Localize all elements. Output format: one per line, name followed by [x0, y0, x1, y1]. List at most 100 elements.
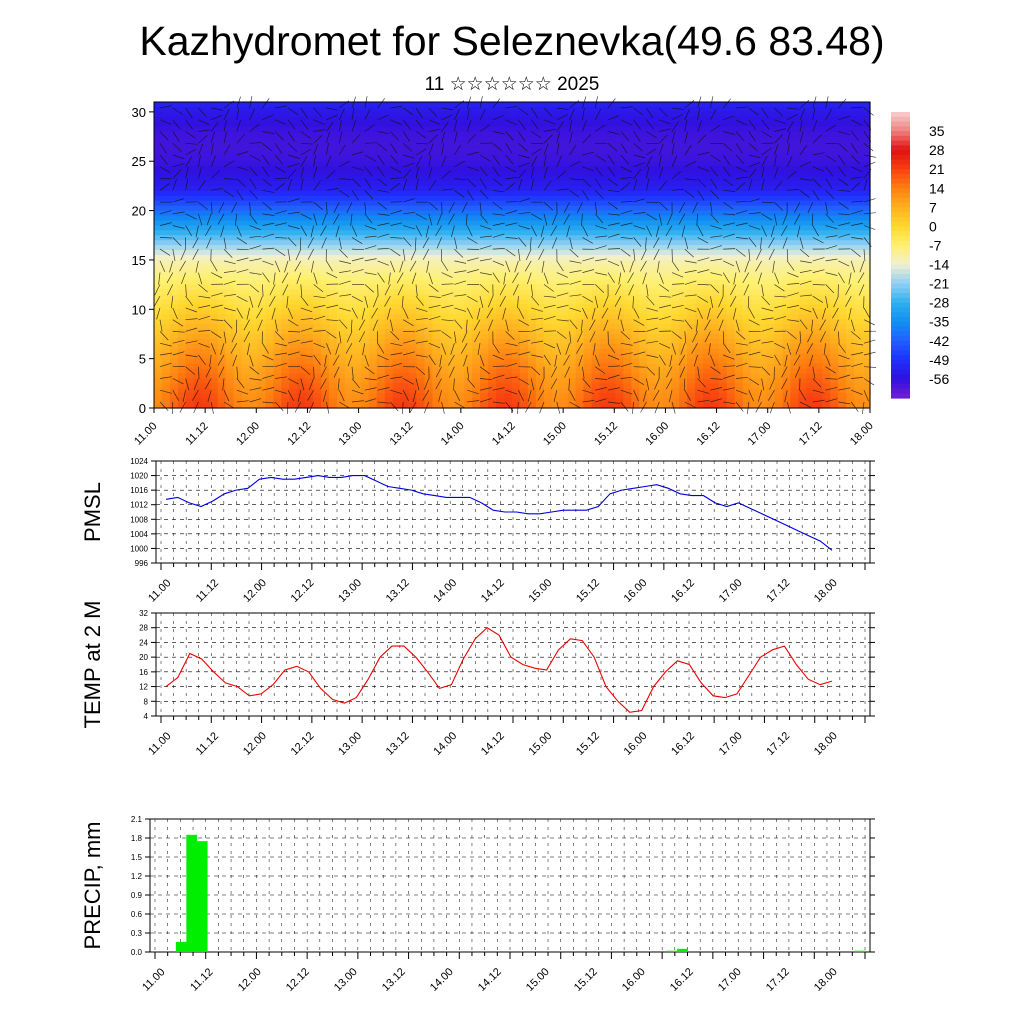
heatmap-cell — [679, 368, 688, 375]
heatmap-cell — [639, 136, 648, 143]
heatmap-cell — [169, 269, 179, 276]
heatmap-cell — [655, 274, 664, 281]
heatmap-cell — [647, 329, 656, 335]
heatmap-cell — [774, 324, 784, 330]
heatmap-cell — [456, 368, 465, 375]
heatmap-cell — [368, 230, 378, 236]
heatmap-cell — [352, 156, 362, 162]
heatmap-cell — [440, 185, 449, 192]
heatmap-cell — [551, 259, 561, 266]
heatmap-cell — [384, 343, 394, 350]
heatmap-cell — [273, 106, 282, 113]
heatmap-cell — [639, 156, 648, 162]
heatmap-cell — [504, 378, 513, 384]
heatmap-cell — [782, 146, 792, 152]
heatmap-cell — [400, 368, 410, 375]
heatmap-cell — [384, 235, 394, 241]
heatmap-cell — [376, 250, 386, 256]
heatmap-cell — [734, 210, 744, 217]
heatmap-cell — [599, 279, 609, 286]
heatmap-cell — [185, 225, 195, 231]
heatmap-cell — [631, 230, 640, 236]
heatmap-cell — [504, 205, 513, 212]
heatmap-cell — [400, 230, 410, 236]
heatmap-cell — [583, 348, 593, 355]
heatmap-cell — [512, 324, 521, 330]
heatmap-cell — [679, 398, 688, 404]
heatmap-cell — [360, 368, 370, 375]
heatmap-cell — [344, 166, 354, 172]
heatmap-cell — [480, 200, 489, 207]
heatmap-cell — [758, 245, 768, 251]
heatmap-cell — [344, 245, 354, 251]
heatmap-cell — [575, 319, 585, 325]
heatmap-cell — [496, 388, 505, 394]
heatmap-cell — [734, 259, 744, 266]
heatmap-cell — [336, 358, 346, 365]
heatmap-cell — [591, 299, 601, 305]
heatmap-cell — [225, 131, 235, 138]
heatmap-cell — [464, 136, 473, 143]
heatmap-cell — [336, 259, 346, 266]
heatmap-cell — [329, 398, 338, 404]
heatmap-cell — [432, 393, 441, 399]
heatmap-cell — [710, 343, 720, 350]
heatmap-cell — [504, 324, 513, 330]
heatmap-cell — [488, 156, 497, 162]
heatmap-cell — [313, 161, 322, 167]
heatmap-cell — [639, 373, 648, 379]
heatmap-cell — [329, 324, 338, 330]
heatmap-cell — [615, 324, 624, 330]
heatmap-cell — [527, 215, 537, 222]
heatmap-cell — [718, 161, 728, 167]
heatmap-cell — [535, 289, 545, 296]
heatmap-cell — [551, 388, 561, 394]
heatmap-cell — [169, 403, 179, 409]
heatmap-cell — [376, 393, 386, 399]
heatmap-cell — [360, 358, 370, 365]
heatmap-cell — [726, 289, 736, 296]
heatmap-cell — [758, 393, 768, 399]
heatmap-cell — [567, 141, 577, 148]
heatmap-cell — [519, 185, 529, 192]
heatmap-cell — [790, 240, 799, 246]
heatmap-cell — [336, 368, 346, 375]
heatmap-cell — [416, 373, 426, 379]
heatmap-cell — [265, 215, 274, 222]
heatmap-cell — [169, 146, 179, 152]
heatmap-cell — [535, 284, 545, 291]
heatmap-cell — [225, 161, 235, 167]
heatmap-cell — [766, 314, 776, 320]
heatmap-cell — [400, 279, 410, 286]
heatmap-cell — [591, 141, 601, 148]
heatmap-cell — [718, 259, 728, 266]
heatmap-cell — [408, 116, 418, 123]
heatmap-cell — [305, 279, 314, 286]
heatmap-cell — [599, 388, 609, 394]
heatmap-cell — [702, 319, 712, 325]
heatmap-cell — [352, 250, 362, 256]
heatmap-cell — [472, 176, 481, 182]
heatmap-cell — [376, 324, 386, 330]
heatmap-cell — [464, 166, 473, 172]
heatmap-cell — [726, 255, 736, 261]
heatmap-cell — [432, 106, 441, 113]
heatmap-cell — [519, 116, 529, 123]
heatmap-cell — [559, 348, 569, 355]
heatmap-cell — [591, 156, 601, 162]
heatmap-cell — [551, 363, 561, 370]
heatmap-cell — [758, 166, 768, 172]
heatmap-cell — [384, 398, 394, 404]
heatmap-cell — [440, 398, 449, 404]
heatmap-cell — [249, 176, 259, 182]
heatmap-cell — [321, 274, 330, 281]
heatmap-cell — [313, 245, 322, 251]
heatmap-cell — [591, 393, 601, 399]
heatmap-cell — [726, 220, 736, 226]
heatmap-cell — [535, 240, 545, 246]
heatmap-cell — [734, 304, 744, 310]
heatmap-cell — [480, 319, 489, 325]
heatmap-cell — [368, 383, 378, 389]
heatmap-cell — [639, 348, 648, 355]
heatmap-cell — [488, 250, 497, 256]
